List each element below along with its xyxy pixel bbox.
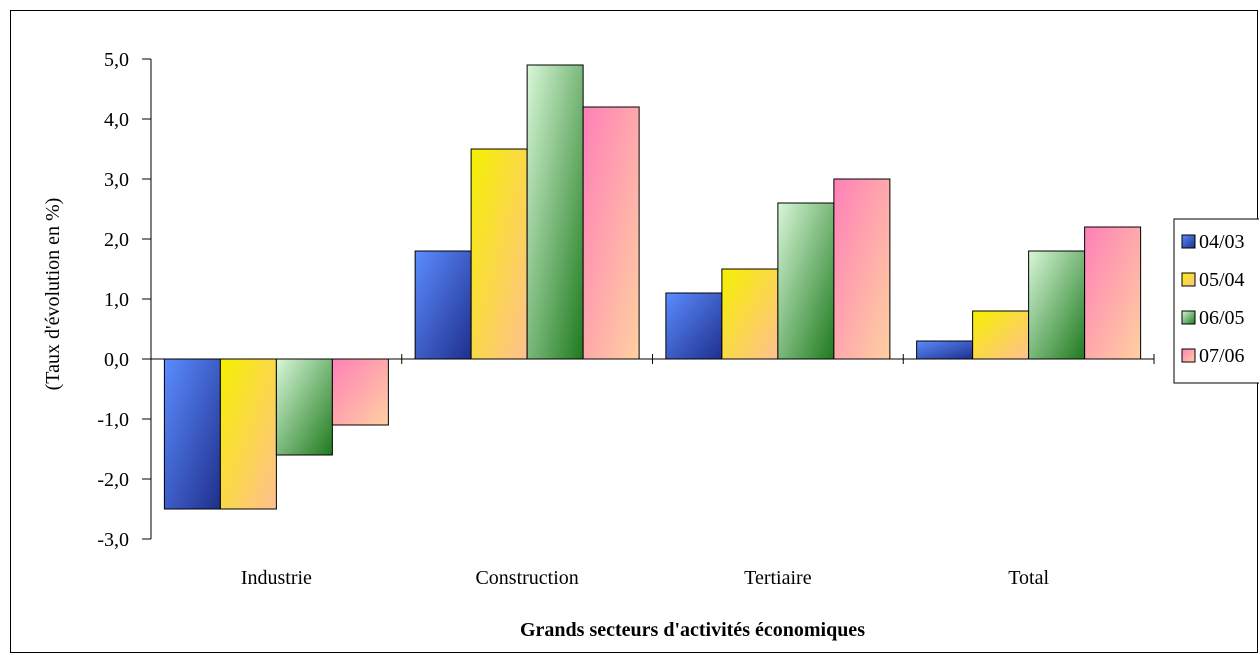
y-tick-label: 4,0 [104, 109, 129, 131]
legend-label: 04/03 [1199, 231, 1245, 253]
bar-industrie-06-05 [275, 358, 333, 456]
bar-total-04-03 [916, 340, 974, 360]
bar-construction-06-05 [526, 64, 584, 360]
y-axis-title: (Taux d'évolution en %) [42, 198, 64, 391]
bar-industrie-05-04 [219, 358, 277, 510]
x-category-label: Total [1008, 567, 1049, 589]
legend-swatch [1181, 310, 1196, 325]
legend-label: 06/05 [1199, 307, 1245, 329]
bars-group [163, 64, 1142, 510]
bar-total-06-05 [1028, 250, 1086, 360]
y-axis: -3,0 -2,0 -1,0 0,0 1,0 2,0 3,0 4,0 5,0 [97, 49, 152, 551]
y-tick-label: -2,0 [97, 469, 129, 491]
legend-swatch [1181, 272, 1196, 287]
y-tick-label: 2,0 [104, 229, 129, 251]
bar-tertiaire-06-05 [777, 202, 835, 360]
x-category-label: Construction [475, 567, 578, 589]
x-category-label: Tertiaire [744, 567, 812, 589]
y-tick-label: -1,0 [97, 409, 129, 431]
bar-construction-04-03 [414, 250, 472, 360]
bar-total-07-06 [1084, 226, 1142, 360]
legend-swatch [1181, 234, 1196, 249]
bar-tertiaire-07-06 [833, 178, 891, 360]
bar-industrie-07-06 [331, 358, 389, 426]
bar-construction-07-06 [582, 106, 640, 360]
y-tick-label: 5,0 [104, 49, 129, 71]
x-category-label: Industrie [241, 567, 312, 589]
legend-swatch [1181, 348, 1196, 363]
y-tick-label: 3,0 [104, 169, 129, 191]
bar-total-05-04 [972, 310, 1030, 360]
bar-tertiaire-04-03 [665, 292, 723, 360]
legend-label: 05/04 [1199, 269, 1245, 291]
y-tick-label: -3,0 [97, 529, 129, 551]
y-tick-label: 0,0 [104, 349, 129, 371]
y-tick-label: 1,0 [104, 289, 129, 311]
x-axis-title: Grands secteurs d'activités économiques [520, 619, 865, 641]
chart-frame: -3,0 -2,0 -1,0 0,0 1,0 2,0 3,0 4,0 5,0 Industrie… [10, 10, 1259, 653]
legend-label: 07/06 [1199, 345, 1245, 367]
bar-industrie-04-03 [163, 358, 221, 510]
bar-tertiaire-05-04 [721, 268, 779, 360]
x-axis: Industrie Construction Tertiaire Total [150, 354, 1155, 589]
legend: 04/03 05/04 06/05 07/06 [1173, 218, 1259, 384]
bar-chart: -3,0 -2,0 -1,0 0,0 1,0 2,0 3,0 4,0 5,0 Industrie… [42, 49, 1259, 641]
bar-construction-05-04 [470, 148, 528, 360]
